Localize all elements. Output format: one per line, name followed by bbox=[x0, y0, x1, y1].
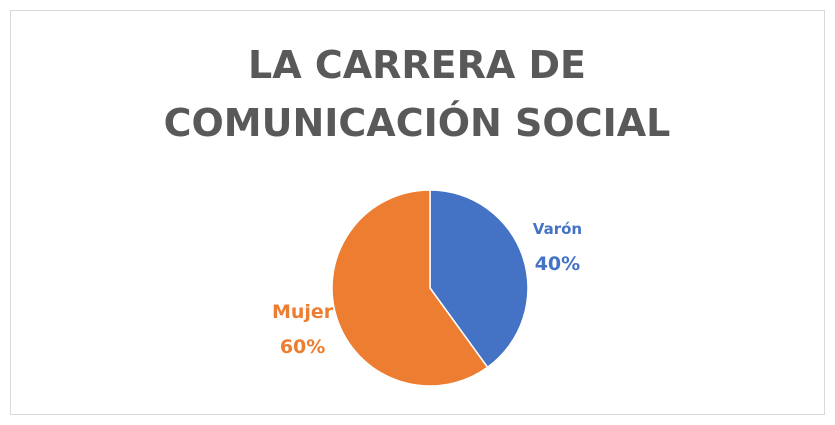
slice-label: Varón bbox=[533, 220, 582, 238]
slice-value-label: 40% bbox=[535, 253, 580, 275]
chart-title: LA CARRERA DE COMUNICACIÓN SOCIAL bbox=[163, 43, 671, 145]
slice-value-label: 60% bbox=[280, 336, 325, 358]
slice-label: Mujer bbox=[272, 301, 334, 323]
pie-slice bbox=[429, 189, 529, 369]
pie-slice bbox=[331, 189, 489, 387]
